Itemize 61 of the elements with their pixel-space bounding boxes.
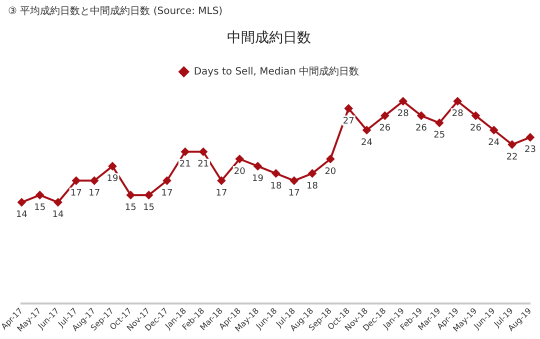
data-label: 17 bbox=[70, 188, 82, 198]
data-label: 19 bbox=[106, 174, 118, 184]
data-label: 21 bbox=[179, 160, 191, 170]
data-label: 14 bbox=[16, 210, 28, 220]
point bbox=[162, 176, 171, 185]
point bbox=[108, 162, 116, 170]
point bbox=[90, 176, 98, 185]
point bbox=[144, 191, 153, 200]
point bbox=[508, 140, 516, 149]
data-label: 26 bbox=[416, 124, 428, 134]
point bbox=[199, 148, 208, 156]
point bbox=[380, 112, 389, 120]
data-label: 17 bbox=[216, 188, 228, 198]
point bbox=[344, 104, 353, 112]
point bbox=[435, 118, 444, 127]
data-label: 20 bbox=[324, 166, 336, 177]
data-label: 24 bbox=[488, 138, 500, 148]
point bbox=[454, 97, 462, 106]
point bbox=[308, 169, 316, 178]
point bbox=[290, 176, 298, 185]
point bbox=[217, 176, 226, 185]
point bbox=[254, 162, 262, 170]
data-label: 17 bbox=[161, 188, 173, 198]
point bbox=[326, 154, 334, 163]
data-label: 28 bbox=[452, 109, 464, 120]
data-label: 25 bbox=[434, 130, 446, 141]
data-label: 26 bbox=[470, 124, 482, 134]
data-label: 15 bbox=[34, 202, 46, 213]
data-label: 24 bbox=[361, 138, 373, 148]
point bbox=[417, 112, 426, 120]
point bbox=[362, 126, 371, 134]
data-label: 17 bbox=[288, 188, 300, 198]
point bbox=[490, 126, 498, 134]
data-label: 27 bbox=[342, 116, 354, 126]
data-label: 28 bbox=[397, 109, 410, 120]
point bbox=[18, 198, 26, 206]
text: ③ 平均成約日数と中間成約日数 (Source: MLS) bbox=[8, 4, 223, 18]
legend-label: Days to Sell, Median 中間成約日数 bbox=[194, 65, 360, 78]
data-label: 19 bbox=[252, 174, 264, 184]
data-label: 15 bbox=[143, 202, 155, 213]
point bbox=[472, 112, 480, 120]
data-label: 21 bbox=[198, 160, 210, 170]
point bbox=[399, 97, 408, 106]
data-label: 18 bbox=[306, 181, 318, 192]
data-label: 15 bbox=[124, 202, 136, 213]
data-label: 14 bbox=[52, 210, 64, 220]
data-label: 26 bbox=[379, 124, 391, 134]
data-label: 23 bbox=[524, 145, 536, 156]
point bbox=[72, 176, 80, 185]
data-label: 17 bbox=[88, 188, 100, 198]
point bbox=[236, 154, 244, 163]
point bbox=[181, 148, 190, 156]
point bbox=[36, 191, 44, 200]
point bbox=[126, 191, 135, 200]
data-label: 20 bbox=[234, 166, 246, 177]
chart-title: 中間成約日数 bbox=[227, 30, 311, 46]
point bbox=[526, 133, 534, 142]
point bbox=[54, 198, 62, 206]
point bbox=[272, 169, 280, 178]
data-label: 18 bbox=[270, 181, 282, 192]
data-label: 22 bbox=[506, 152, 518, 162]
